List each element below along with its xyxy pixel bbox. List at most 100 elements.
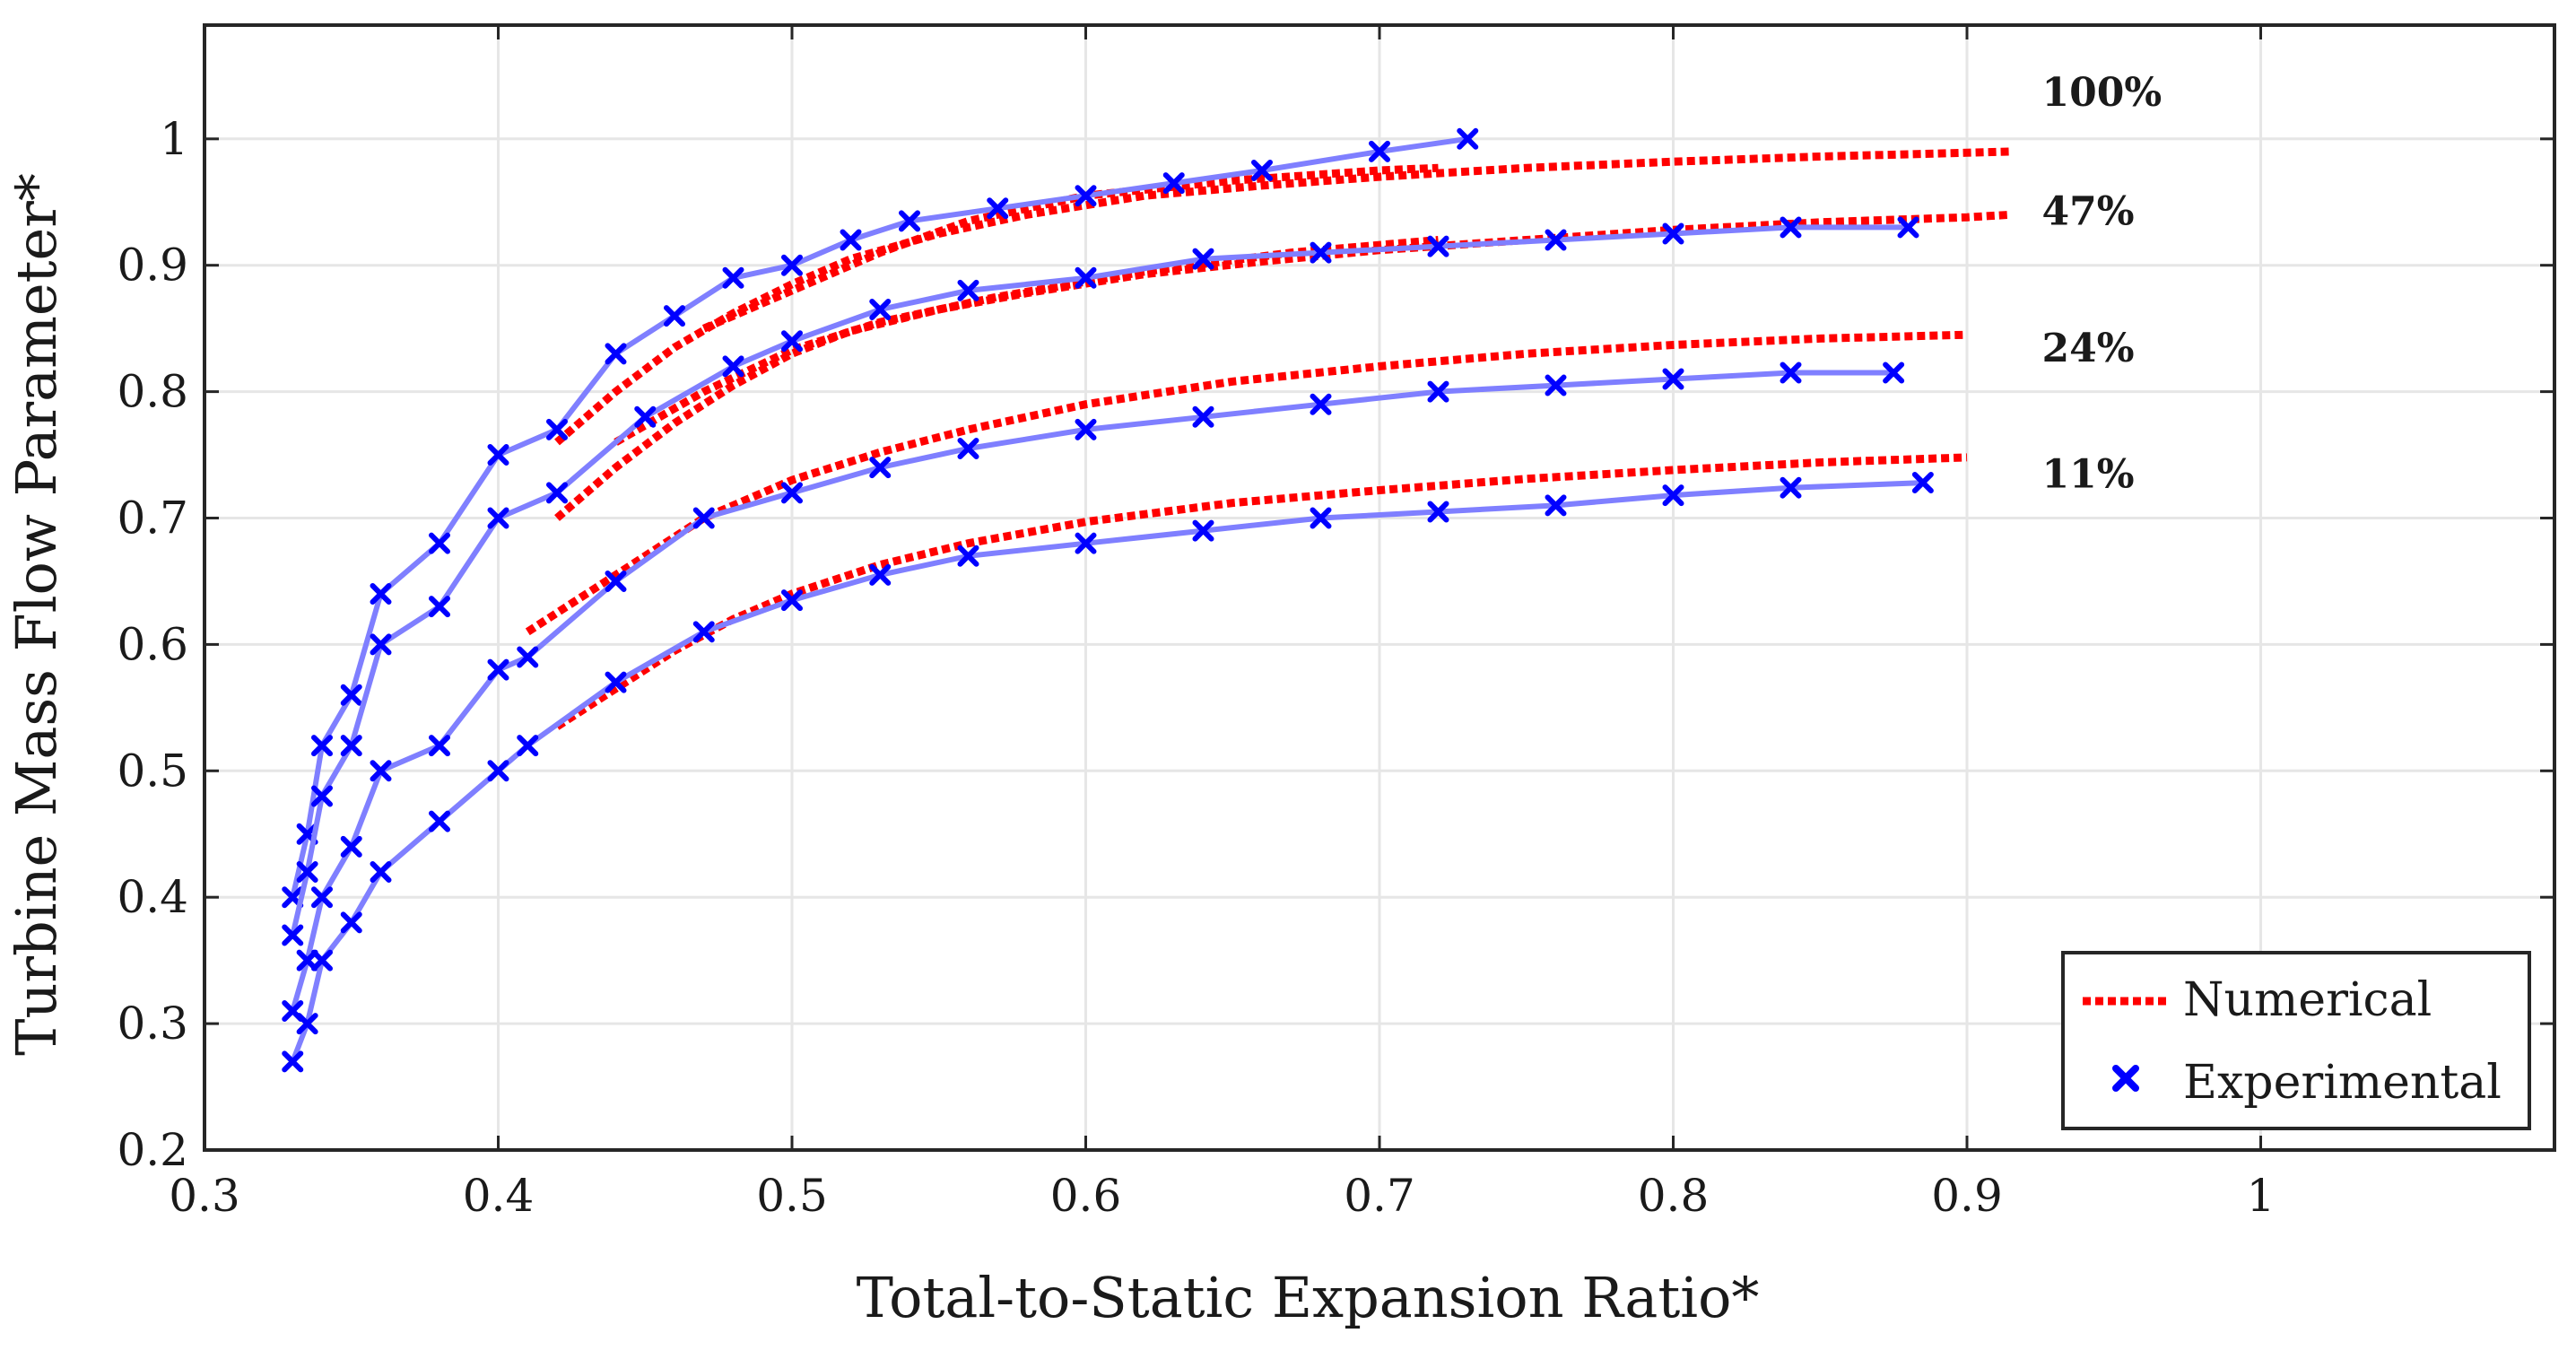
legend-label-1: Experimental (2183, 1056, 2502, 1110)
experimental-marker (370, 633, 392, 656)
y-tick-label: 0.3 (117, 998, 188, 1050)
experimental-marker (1662, 222, 1684, 245)
experimental-marker (840, 229, 862, 251)
experimental-marker (517, 646, 539, 668)
experimental-marker (429, 810, 450, 832)
curve-label-0: 100% (2042, 70, 2163, 116)
experimental-marker (869, 563, 892, 586)
curve-label-1: 47% (2042, 189, 2135, 235)
x-tick-label: 0.3 (169, 1170, 240, 1222)
experimental-marker (517, 735, 539, 757)
experimental-marker (296, 861, 318, 884)
experimental-marker (296, 1013, 318, 1035)
experimental-marker (1427, 501, 1449, 523)
series-layer (282, 127, 2012, 1073)
y-axis-label: Turbine Mass Flow Parameter* (4, 173, 69, 1056)
experimental-marker (311, 949, 333, 972)
experimental-marker (1310, 241, 1332, 264)
x-tick-label: 1 (2247, 1170, 2276, 1222)
experimental-marker (781, 330, 803, 353)
experimental-marker (987, 197, 1009, 220)
experimental-marker (340, 684, 362, 706)
experimental-marker (957, 545, 979, 567)
experimental-marker (487, 658, 509, 681)
x-tick-label: 0.7 (1344, 1170, 1415, 1222)
experimental-marker (340, 835, 362, 858)
experimental-marker (340, 911, 362, 934)
x-tick-label: 0.4 (463, 1170, 535, 1222)
experimental-marker (1427, 380, 1449, 403)
x-tick-label: 0.9 (1931, 1170, 2003, 1222)
experimental-marker (1780, 362, 1802, 384)
experimental-marker (692, 507, 715, 529)
experimental-marker (1897, 216, 1919, 239)
legend-box (2061, 951, 2531, 1130)
numerical-curve-2 (554, 210, 2012, 521)
experimental-marker (429, 532, 450, 554)
experimental-marker (722, 355, 744, 378)
experimental-marker (605, 671, 627, 693)
experimental-line-7 (290, 224, 1909, 937)
experimental-marker (1075, 185, 1097, 207)
y-tick-label: 1 (160, 113, 188, 165)
experimental-marker (634, 405, 657, 428)
experimental-marker (1310, 393, 1332, 415)
numerical-curve-4 (525, 330, 1968, 636)
experimental-marker (282, 1050, 304, 1073)
experimental-marker (1310, 507, 1332, 529)
numerical-curve-1 (701, 163, 1439, 333)
experimental-marker (722, 266, 744, 289)
experimental-marker (282, 924, 304, 946)
experimental-marker (664, 305, 685, 327)
experimental-marker (311, 735, 333, 757)
experimental-marker (692, 621, 715, 643)
experimental-marker (1251, 160, 1273, 182)
x-tick-label: 0.8 (1638, 1170, 1710, 1222)
experimental-marker (1075, 266, 1097, 289)
experimental-marker (370, 861, 392, 884)
experimental-marker (781, 482, 803, 504)
experimental-marker (899, 210, 920, 232)
experimental-marker (781, 254, 803, 276)
y-tick-label: 0.8 (117, 366, 188, 418)
legend-label-0: Numerical (2183, 973, 2432, 1027)
experimental-marker (370, 583, 392, 606)
y-tick-label: 0.2 (117, 1124, 188, 1176)
experimental-marker (1162, 172, 1185, 195)
experimental-marker (1075, 532, 1097, 554)
experimental-marker (1075, 418, 1097, 440)
experimental-marker (1192, 519, 1214, 542)
experimental-marker (1545, 494, 1567, 517)
experimental-marker (781, 589, 803, 612)
experimental-marker (311, 785, 333, 807)
legend-swatch-experimental (2112, 1065, 2139, 1092)
experimental-marker (296, 949, 318, 972)
axes: 0.3 0.4 0.5 0.6 0.7 0.8 0.9 10.20.30.40.50.60.7… (4, 23, 2556, 1330)
experimental-marker (1780, 216, 1802, 239)
experimental-marker (1911, 472, 1934, 494)
experimental-marker (869, 457, 892, 479)
experimental-marker (429, 735, 450, 757)
experimental-marker (605, 343, 627, 365)
experimental-marker (1545, 374, 1567, 396)
experimental-marker (605, 570, 627, 592)
experimental-marker (1192, 248, 1214, 270)
x-axis-label: Total-to-Static Expansion Ratio* (857, 1265, 1760, 1330)
experimental-marker (1192, 405, 1214, 428)
experimental-marker (1780, 476, 1802, 499)
experimental-marker (429, 596, 450, 618)
x-tick-label: 0.6 (1050, 1170, 1122, 1222)
experimental-line-6 (290, 135, 1468, 898)
y-tick-label: 0.5 (117, 745, 188, 797)
experimental-marker (487, 760, 509, 782)
experimental-marker (340, 735, 362, 757)
experimental-marker (1662, 368, 1684, 390)
experimental-marker (1427, 235, 1449, 257)
experimental-marker (957, 279, 979, 301)
curve-label-2: 24% (2042, 326, 2135, 371)
experimental-marker (487, 444, 509, 466)
y-tick-label: 0.6 (117, 618, 188, 670)
experimental-marker (1545, 229, 1567, 251)
